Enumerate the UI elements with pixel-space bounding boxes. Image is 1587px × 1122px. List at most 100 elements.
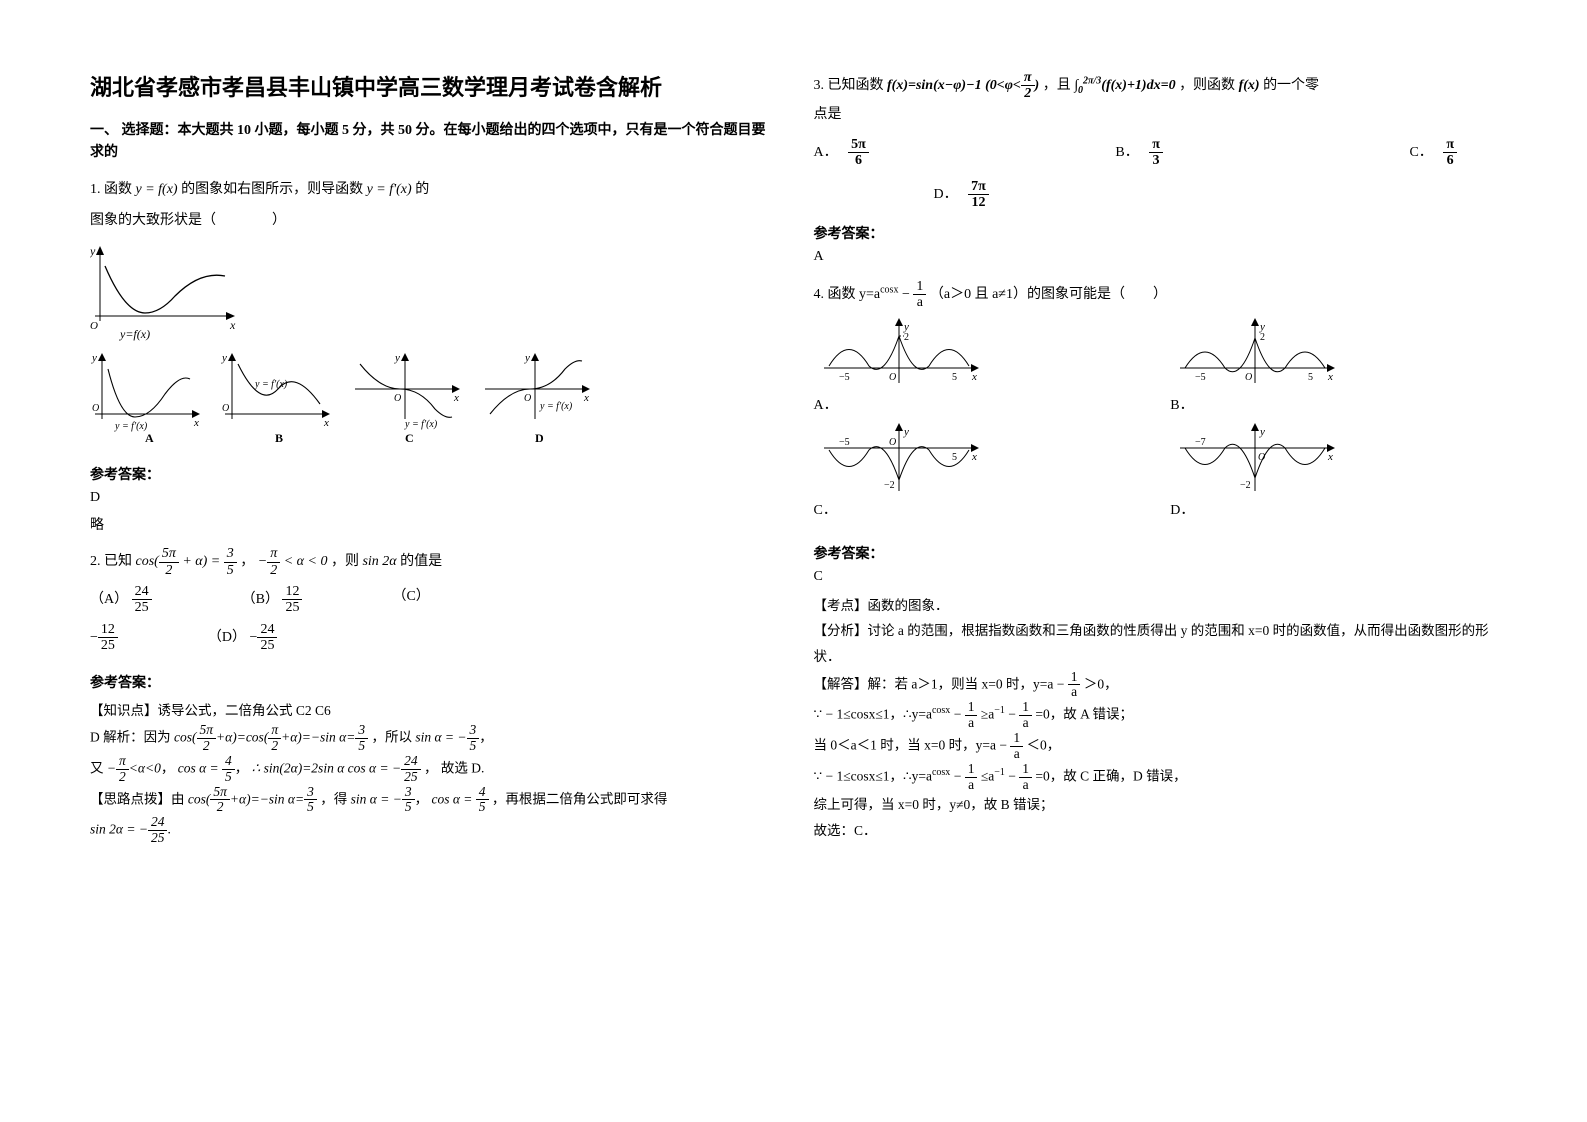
svg-text:y: y: [90, 244, 96, 258]
svg-text:x: x: [971, 451, 977, 463]
q2-optB: （B） 1225: [242, 584, 303, 616]
q4-optA-svg: y x O −5 5 2: [814, 318, 984, 393]
q2-range: −π2 < α < 0: [258, 546, 328, 578]
q4-optB-cell: y x O −5 5 2 B．: [1170, 318, 1497, 418]
svg-text:O: O: [222, 403, 229, 414]
svg-text:C: C: [405, 431, 414, 444]
q2-options-row1: （A） 2425 （B） 1225 （C）: [90, 584, 774, 616]
q1-options-row: y x O y = f'(x) A y x O y = f'(x) B: [90, 349, 774, 444]
svg-text:−7: −7: [1195, 437, 1206, 448]
svg-text:x: x: [583, 392, 589, 404]
q1-mid: 的图象如右图所示，则导函数: [181, 182, 363, 197]
q3-optB: B． π3: [1115, 137, 1163, 169]
q2-exp-l3: 又 −π2<α<0， cos α = 45， ∴ sin(2α)=2sin α …: [90, 754, 774, 785]
q2-prefix: 2. 已知: [90, 554, 132, 569]
q1-opt-d-svg: y x O y = f'(x) D: [480, 349, 600, 444]
svg-text:y: y: [394, 352, 400, 364]
q4-optD-label: D．: [1170, 498, 1497, 523]
q1-fx2: y = f'(x): [367, 182, 412, 197]
svg-text:O: O: [394, 393, 401, 404]
question-2: 2. 已知 cos(5π2 + α) = 35 ， −π2 < α < 0 ，则…: [90, 546, 774, 659]
q4-optB-label: B．: [1170, 393, 1497, 418]
q4-exp-l8: 故选：C．: [814, 818, 1498, 844]
q4-optC-cell: y x O −5 5 −2 C．: [814, 423, 1141, 523]
svg-text:A: A: [145, 431, 154, 444]
svg-text:y: y: [221, 352, 227, 364]
question-3: 3. 已知函数 f(x)=sin(x−φ)−1 (0<φ<π2) ，且 ∫02π…: [814, 70, 1498, 211]
svg-text:y: y: [524, 352, 530, 364]
svg-text:x: x: [229, 318, 236, 332]
svg-text:y = f'(x): y = f'(x): [404, 419, 438, 430]
q3-answer-label: 参考答案：: [814, 223, 1498, 243]
q2-eq1: cos(5π2 + α) = 35: [136, 546, 237, 578]
q4-optC-label: C．: [814, 498, 1141, 523]
q4-exp-l3: 【解答】解：若 a＞1，则当 x=0 时，y=a − 1a ＞0，: [814, 670, 1498, 701]
q1-line2: 图象的大致形状是（ ）: [90, 208, 774, 233]
q1-opt-c-svg: y x O y = f'(x) C: [350, 349, 470, 444]
q1-fx1: y = f(x): [136, 182, 178, 197]
q4-optA-cell: y x O −5 5 2 A．: [814, 318, 1141, 418]
q4-optD-svg: y x O −7 −2: [1170, 423, 1340, 498]
question-4: 4. 函数 y=acosx − 1a （a＞0 且 a≠1）的图象可能是（ ） …: [814, 279, 1498, 531]
svg-text:x: x: [971, 371, 977, 383]
q1-graph-label: y=f(x): [119, 327, 150, 341]
svg-text:x: x: [1327, 371, 1333, 383]
q2-exp-l2: D 解析：因为 cos(5π2+α)=cos(π2+α)=−sin α=35 ，…: [90, 723, 774, 754]
q1-fx-svg: y x O y=f(x): [90, 241, 250, 341]
q1-prefix: 1. 函数: [90, 182, 132, 197]
svg-text:D: D: [535, 431, 544, 444]
svg-text:O: O: [889, 437, 896, 448]
q2-stem: 2. 已知 cos(5π2 + α) = 35 ， −π2 < α < 0 ，则…: [90, 546, 774, 578]
svg-text:−2: −2: [1240, 480, 1251, 491]
q3-line2: 点是: [814, 102, 1498, 127]
q4-exp-l2: 【分析】讨论 a 的范围，根据指数函数和三角函数的性质得出 y 的范围和 x=0…: [814, 618, 1498, 669]
q2-exp-l1: 【知识点】诱导公式，二倍角公式 C2 C6: [90, 698, 774, 724]
q4-exp-l1: 【考点】函数的图象．: [814, 593, 1498, 619]
q4-exp-l4: ∵ − 1≤cosx≤1，∴y=acosx − 1a ≥a−1 − 1a =0，…: [814, 700, 1498, 731]
q2-optC: （C）: [392, 584, 429, 616]
svg-text:−2: −2: [884, 480, 895, 491]
q2-tail: ，则: [331, 554, 359, 569]
q2-exp-l4: 【思路点拨】由 cos(5π2+α)=−sin α=35 ，得 sin α = …: [90, 785, 774, 816]
svg-text:O: O: [524, 393, 531, 404]
svg-text:O: O: [92, 403, 99, 414]
q4-explain: 【考点】函数的图象． 【分析】讨论 a 的范围，根据指数函数和三角函数的性质得出…: [814, 593, 1498, 844]
q2-exp-l5: sin 2α = −2425.: [90, 815, 774, 846]
q4-exp-l5: 当 0＜a＜1 时，当 x=0 时，y=a − 1a ＜0，: [814, 731, 1498, 762]
q1-opt-a-svg: y x O y = f'(x) A: [90, 349, 210, 444]
svg-text:5: 5: [952, 452, 957, 463]
left-column: 湖北省孝感市孝昌县丰山镇中学高三数学理月考试卷含解析 一、 选择题：本大题共 1…: [90, 70, 774, 1052]
q4-graphs: y x O −5 5 2 A． y: [814, 318, 1498, 522]
svg-text:y: y: [91, 352, 97, 364]
q3-options: A． 5π6 B． π3 C． π6: [814, 137, 1498, 169]
q4-exp-l6: ∵ − 1≤cosx≤1，∴y=acosx − 1a ≤a−1 − 1a =0，…: [814, 762, 1498, 793]
svg-text:5: 5: [1308, 372, 1313, 383]
svg-text:B: B: [275, 431, 283, 444]
svg-text:y: y: [1259, 426, 1265, 438]
right-column: 3. 已知函数 f(x)=sin(x−φ)−1 (0<φ<π2) ，且 ∫02π…: [814, 70, 1498, 1052]
q1-answer: D: [90, 490, 774, 506]
q3-optA: A． 5π6: [814, 137, 869, 169]
question-1: 1. 函数 y = f(x) 的图象如右图所示，则导函数 y = f'(x) 的…: [90, 177, 774, 452]
svg-text:y = f'(x): y = f'(x): [114, 421, 148, 432]
svg-text:2: 2: [904, 332, 909, 343]
q1-answer-label: 参考答案：: [90, 464, 774, 484]
svg-text:−5: −5: [839, 372, 850, 383]
q4-optC-svg: y x O −5 5 −2: [814, 423, 984, 498]
q3-answer: A: [814, 249, 1498, 265]
q3-optD-row: D． 7π12: [934, 179, 1498, 211]
q1-main-graph: y x O y=f(x): [90, 241, 774, 341]
q2-explain: 【知识点】诱导公式，二倍角公式 C2 C6 D 解析：因为 cos(5π2+α)…: [90, 698, 774, 846]
q2-sin2a: sin 2α: [362, 554, 396, 569]
q2-optD: （D） −2425: [208, 622, 278, 654]
svg-text:−5: −5: [1195, 372, 1206, 383]
q4-stem: 4. 函数 y=acosx − 1a （a＞0 且 a≠1）的图象可能是（ ）: [814, 279, 1498, 311]
q4-exp-l7: 综上可得，当 x=0 时，y≠0，故 B 错误；: [814, 792, 1498, 818]
svg-text:x: x: [1327, 451, 1333, 463]
q4-answer: C: [814, 569, 1498, 585]
q4-answer-label: 参考答案：: [814, 543, 1498, 563]
svg-text:−5: −5: [839, 437, 850, 448]
q2-optA: （A） 2425: [90, 584, 152, 616]
svg-text:O: O: [1245, 372, 1252, 383]
svg-text:2: 2: [1260, 332, 1265, 343]
